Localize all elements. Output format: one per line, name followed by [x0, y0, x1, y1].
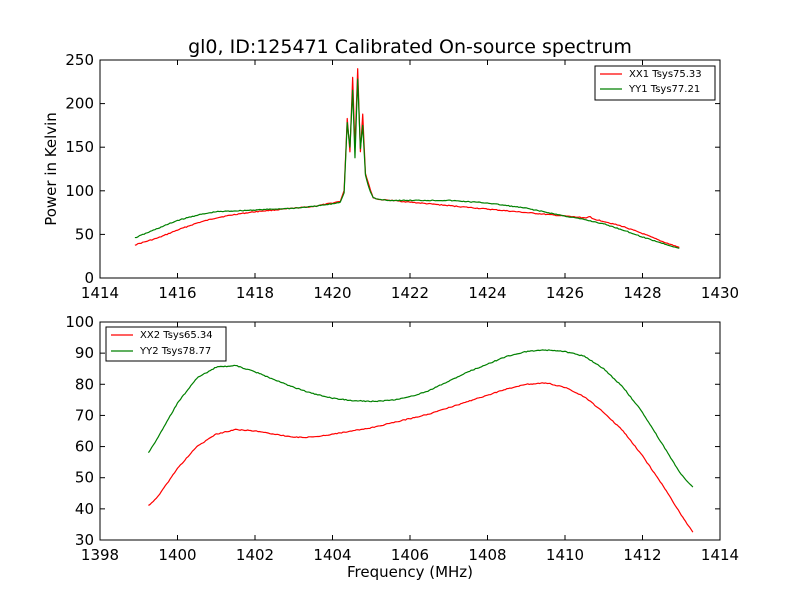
top-x-tick-label: 1416 — [158, 284, 196, 302]
top-y-tick-label: 250 — [65, 51, 94, 69]
bottom-x-tick-label: 1414 — [701, 546, 739, 564]
top-y-tick-label: 50 — [75, 225, 94, 243]
bottom-y-tick-label: 50 — [75, 469, 94, 487]
bottom-x-tick-label: 1402 — [236, 546, 274, 564]
top-y-tick-label: 100 — [65, 182, 94, 200]
top-x-tick-label: 1418 — [236, 284, 274, 302]
top-legend-label-xx1: XX1 Tsys75.33 — [629, 69, 702, 80]
bottom-x-tick-label: 1404 — [313, 546, 351, 564]
bottom-y-tick-label: 70 — [75, 406, 94, 424]
top-y-axis-label: Power in Kelvin — [42, 112, 60, 226]
bottom-x-tick-label: 1408 — [468, 546, 506, 564]
bottom-x-tick-label: 1410 — [546, 546, 584, 564]
top-x-tick-label: 1414 — [81, 284, 119, 302]
bottom-ticks-group: 1398 1400 1402 1404 1406 1408 1410 1412 1414 30 40… — [65, 313, 739, 564]
bottom-y-tick-label: 100 — [65, 313, 94, 331]
top-series-line-2 — [134, 78, 680, 249]
top-y-tick-label: 0 — [84, 269, 94, 287]
bottom-legend-box — [105, 326, 227, 362]
bottom-y-tick-label: 80 — [75, 375, 94, 393]
top-y-tick-label: 150 — [65, 138, 94, 156]
bottom-y-tick-label: 60 — [75, 438, 94, 456]
top-series-line-1 — [134, 68, 680, 249]
top-legend-label-yy1: YY1 Tsys77.21 — [628, 84, 700, 95]
bottom-x-tick-label: 1400 — [158, 546, 196, 564]
bottom-legend-label-xx2: XX2 Tsys65.34 — [140, 330, 213, 341]
bottom-x-tick-label: 1398 — [81, 546, 119, 564]
top-x-tick-label: 1420 — [313, 284, 351, 302]
bottom-x-tick-label: 1406 — [391, 546, 429, 564]
bottom-y-tick-label: 40 — [75, 500, 94, 518]
top-x-tick-label: 1422 — [391, 284, 429, 302]
bottom-x-axis-label: Frequency (MHz) — [347, 563, 473, 581]
bottom-subplot: 1398 1400 1402 1404 1406 1408 1410 1412 1414 30 40… — [65, 313, 739, 581]
top-ticks-group: 1414 1416 1418 1420 1422 1424 1426 1428 1430 0 50 1… — [65, 51, 739, 302]
top-subplot: 1414 1416 1418 1420 1422 1424 1426 1428 1430 0 50 1… — [42, 51, 739, 302]
top-x-tick-label: 1424 — [468, 284, 506, 302]
top-x-tick-label: 1428 — [623, 284, 661, 302]
bottom-y-tick-label: 30 — [75, 531, 94, 549]
bottom-series-line-2 — [147, 349, 694, 488]
bottom-series-group — [147, 349, 694, 533]
top-x-tick-label: 1430 — [701, 284, 739, 302]
chart-title: gl0, ID:125471 Calibrated On-source spec… — [188, 36, 632, 58]
bottom-legend: XX2 Tsys65.34 YY2 Tsys78.77 — [105, 326, 227, 362]
top-series-group — [134, 68, 680, 249]
top-x-tick-label: 1426 — [546, 284, 584, 302]
top-legend-box — [594, 65, 716, 101]
bottom-legend-label-yy2: YY2 Tsys78.77 — [139, 346, 211, 357]
top-legend: XX1 Tsys75.33 YY1 Tsys77.21 — [594, 65, 716, 101]
bottom-y-tick-label: 90 — [75, 344, 94, 362]
bottom-series-line-1 — [148, 382, 694, 533]
top-y-tick-label: 200 — [65, 95, 94, 113]
bottom-x-tick-label: 1412 — [623, 546, 661, 564]
